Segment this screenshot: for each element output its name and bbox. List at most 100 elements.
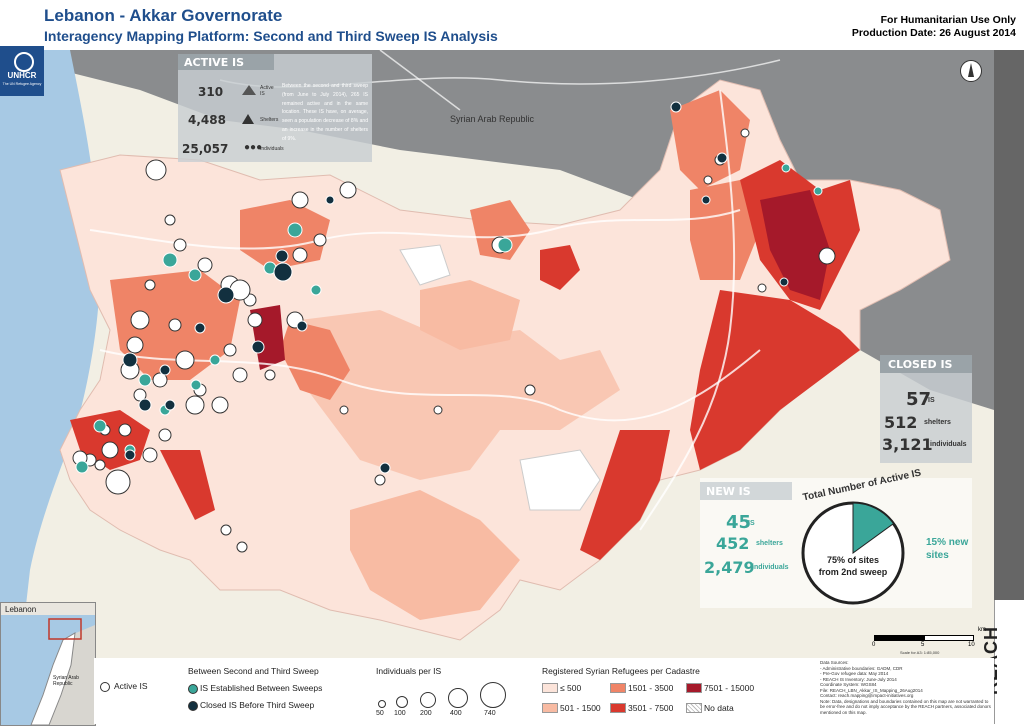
use-note: For Humanitarian Use Only (880, 14, 1016, 26)
new-shelters-label: shelters (756, 540, 783, 547)
people-icon: ●●● (244, 142, 263, 153)
inset-syria-label: Syrian Arab Republic (53, 675, 79, 687)
active-individuals: 25,057 (182, 142, 229, 156)
tent-icon (242, 114, 254, 124)
legend-class-label-5: No data (704, 703, 734, 713)
legend-between-title: Between Second and Third Sweep (188, 666, 319, 676)
inset-map: Lebanon Syrian Arab Republic (0, 602, 96, 726)
legend-size-200 (420, 692, 436, 708)
legend-class-swatch-3 (610, 703, 626, 713)
source-line-6: File: REACH_LBN_Akkar_IS_Mapping_26Aug20… (820, 687, 923, 693)
legend-class-label-3: 3501 - 7500 (628, 703, 674, 713)
active-is-count: 310 (198, 85, 224, 99)
closed-individuals: 3,121 (882, 435, 933, 454)
legend-class-swatch-2 (610, 683, 626, 693)
new-is-title: NEW IS (706, 485, 751, 498)
pie-side-text-1: 15% new (926, 537, 969, 548)
pie-main-text: 75% of sites from 2nd sweep (808, 554, 898, 578)
new-individuals: 2,479 (704, 558, 755, 577)
legend: Active IS Between Second and Third Sweep… (94, 658, 994, 724)
active-is-box: ACTIVE IS 310 Active IS 4,488 Shelters 2… (178, 54, 372, 162)
header-right: For Humanitarian Use Only Production Dat… (852, 14, 1016, 40)
page-title: Lebanon - Akkar Governorate (44, 6, 283, 25)
legend-established-marker (188, 684, 198, 694)
legend-active-marker (100, 682, 110, 692)
legend-size-label-50: 50 (376, 710, 384, 717)
pie-main-text-1: 75% of sites (826, 555, 880, 565)
new-individuals-label: individuals (752, 564, 789, 571)
closed-is-count: 57 (906, 389, 932, 410)
active-individuals-label: Individuals (260, 146, 284, 152)
active-is-label: Active IS (260, 85, 274, 97)
source-line-2: - Administrative boundaries: GADM, CDR (820, 665, 903, 671)
inset-shape (1, 615, 95, 725)
active-shelters-label: Shelters (260, 117, 279, 123)
active-shelters: 4,488 (188, 113, 226, 127)
active-is-header: ACTIVE IS (178, 54, 274, 70)
new-is-label: IS (748, 520, 755, 527)
map-canvas (0, 50, 994, 658)
new-is-header: NEW IS (700, 482, 792, 500)
scale-zero: 0 (872, 642, 876, 648)
legend-class-label-0: ≤ 500 (560, 683, 582, 693)
page-subtitle: Interagency Mapping Platform: Second and… (44, 28, 498, 44)
pie-side-text: 15% new sites (926, 536, 968, 562)
new-is-count: 45 (726, 512, 752, 533)
source-line-7: Contact: reach.mapping@impact-initiative… (820, 693, 914, 698)
closed-shelters: 512 (884, 413, 918, 432)
legend-closed-marker (188, 701, 198, 711)
legend-size-400 (448, 688, 468, 708)
pie-main-text-2: from 2nd sweep (818, 567, 888, 577)
legend-size-label-400: 400 (450, 710, 462, 717)
data-sources: Data Sources: - Administrative boundarie… (820, 660, 992, 715)
legend-class-swatch-1 (542, 703, 558, 713)
pie-slice-new (852, 502, 895, 554)
legend-size-740 (480, 682, 506, 708)
legend-refugees-title: Registered Syrian Refugees per Cadastre (542, 666, 700, 676)
active-is-title: ACTIVE IS (184, 56, 245, 69)
scale-ten: 10 (968, 642, 975, 648)
legend-size-100 (396, 696, 408, 708)
closed-is-box: CLOSED IS 57 IS 512 shelters 3,121 indiv… (880, 355, 972, 463)
legend-individuals-title: Individuals per IS (376, 666, 442, 676)
tent-outline-icon (242, 85, 256, 95)
pie-chart (801, 501, 905, 605)
unhcr-emblem-icon (14, 52, 34, 72)
source-line-1: Data Sources: (820, 660, 849, 665)
scale-text: Scale for A3: 1:85,000 (900, 650, 940, 655)
source-line-3: - Pre-Gov refugee data: May 2014 (820, 671, 889, 676)
production-date: Production Date: 26 August 2014 (851, 27, 1016, 39)
legend-class-label-4: 7501 - 15000 (704, 683, 755, 693)
legend-size-label-100: 100 (394, 710, 406, 717)
new-is-box: NEW IS 45 IS 452 shelters 2,479 individu… (700, 468, 972, 608)
active-is-note: Between the second and third sweep (from… (282, 83, 368, 142)
legend-active-label: Active IS (114, 681, 148, 691)
unhcr-logo: UNHCR The UN Refugee Agency (0, 46, 44, 96)
legend-size-50 (378, 700, 386, 708)
map-area[interactable]: Syrian Arab Republic ACTIVE IS 310 Activ… (0, 50, 994, 658)
reach-logo: REACH (981, 600, 1024, 724)
closed-is-label: IS (928, 397, 935, 404)
closed-shelters-label: shelters (924, 419, 951, 426)
is-markers (72, 101, 836, 553)
scale-five: 5 (921, 642, 925, 648)
header: Lebanon - Akkar Governorate Interagency … (0, 0, 1024, 50)
source-line-5: Coordinate System: WGS84 (820, 682, 877, 687)
source-line-4: - REACH IS Inventory: June-July 2014 (820, 676, 897, 682)
closed-is-title: CLOSED IS (888, 358, 953, 371)
unhcr-logo-sub: The UN Refugee Agency (2, 82, 42, 86)
source-line-8: Note: Data, designations and boundaries … (820, 698, 991, 715)
new-shelters: 452 (716, 534, 750, 553)
legend-class-swatch-4 (686, 683, 702, 693)
unhcr-logo-text: UNHCR (7, 71, 37, 80)
legend-established-label: IS Established Between Sweeps (200, 683, 323, 693)
closed-is-header: CLOSED IS (880, 355, 972, 373)
inset-label: Lebanon (5, 605, 37, 614)
legend-class-swatch-5 (686, 703, 702, 713)
legend-closed-label: Closed IS Before Third Sweep (200, 700, 315, 710)
legend-class-label-1: 501 - 1500 (560, 703, 601, 713)
scale-km: km (978, 627, 986, 633)
closed-individuals-label: individuals (930, 441, 967, 448)
pie-side-text-2: sites (926, 550, 949, 561)
scale-bar: 0 5 10 km (872, 627, 986, 648)
